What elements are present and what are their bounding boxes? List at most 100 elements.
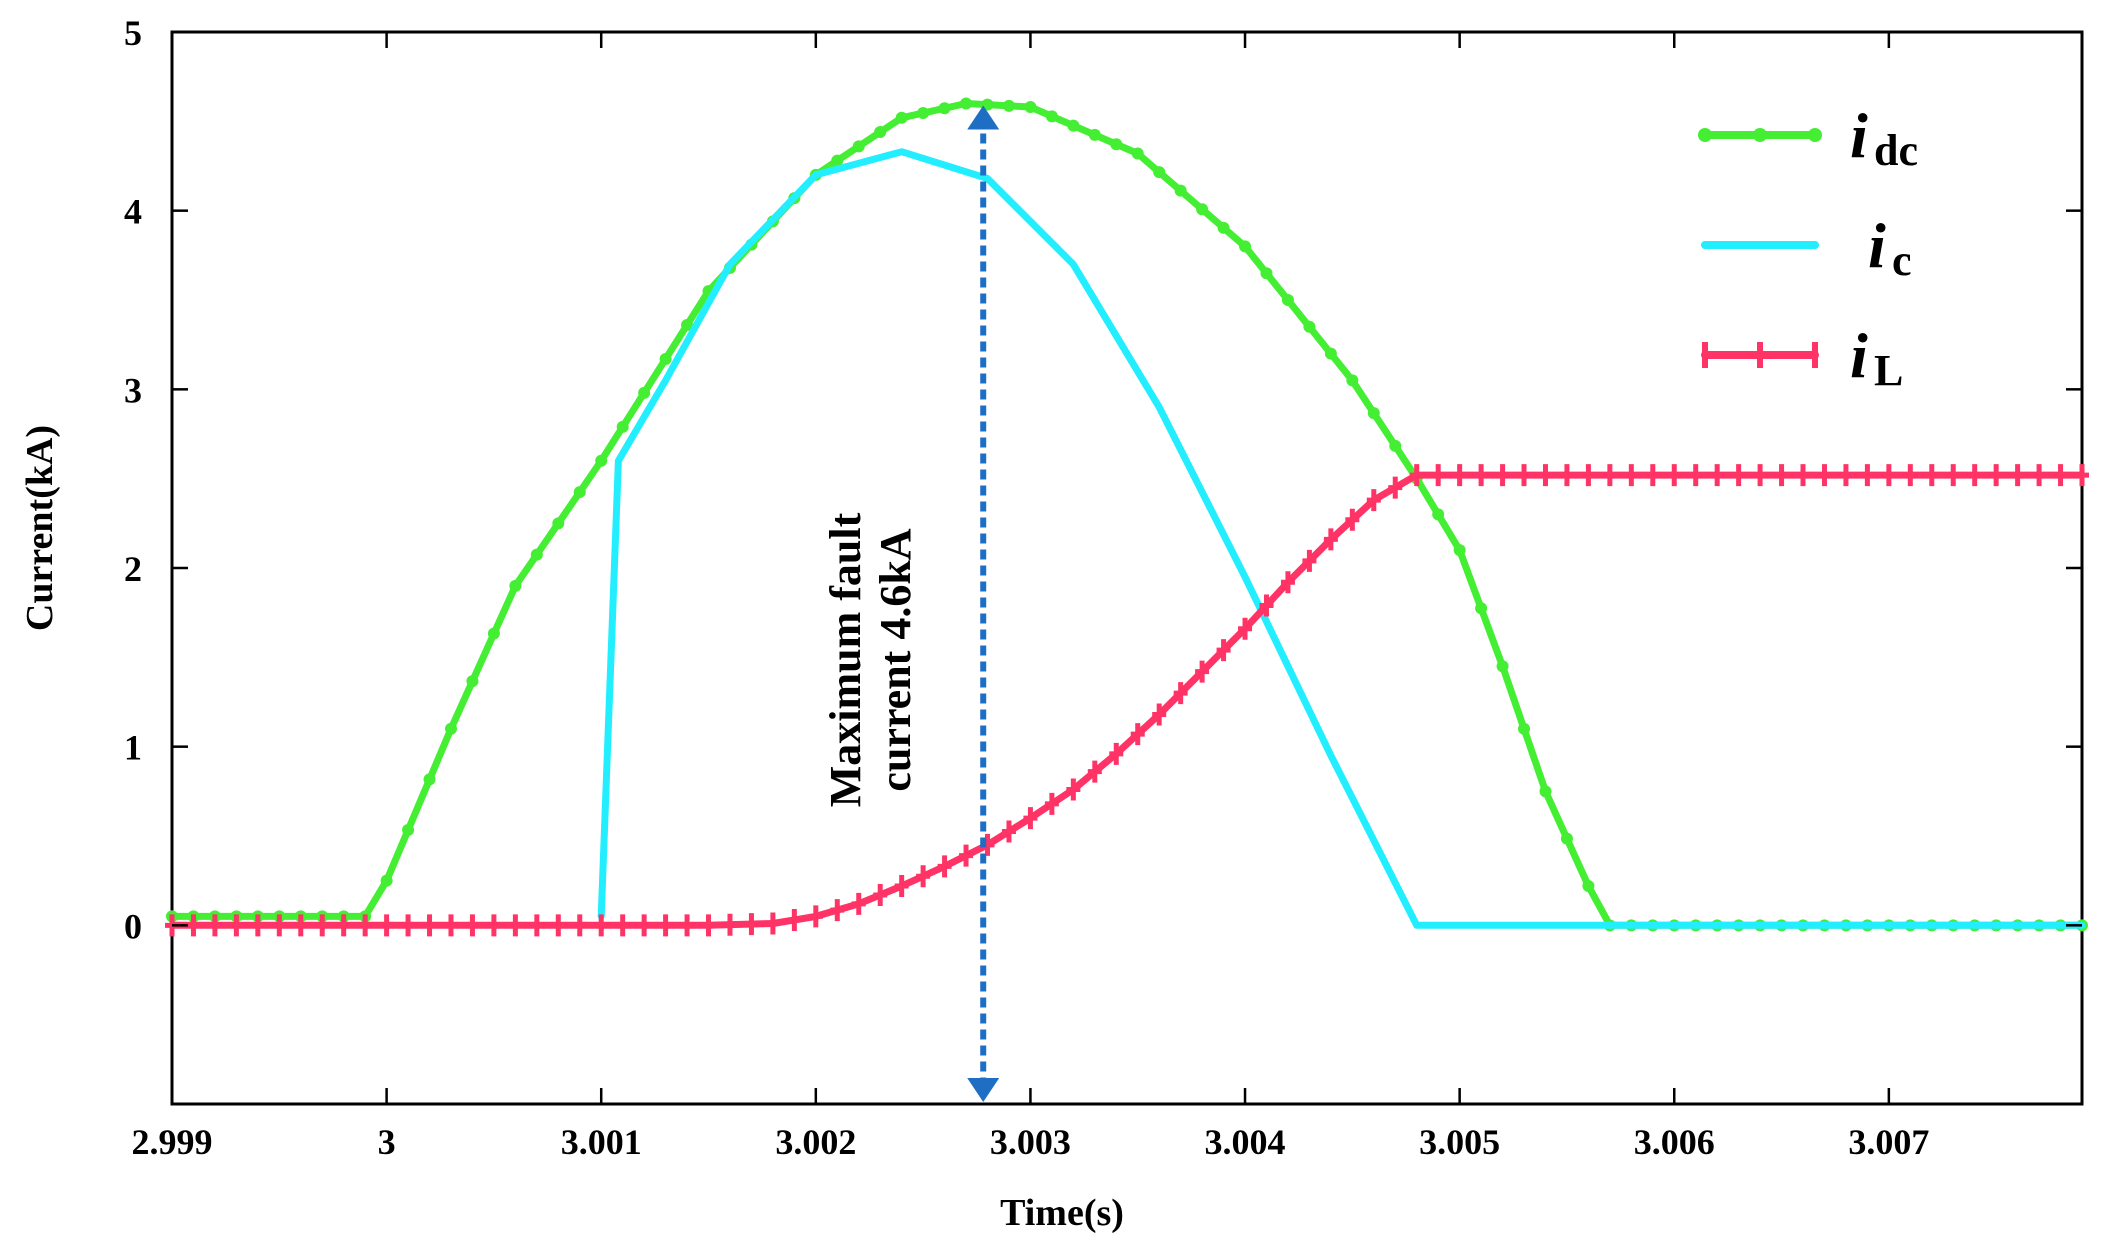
- legend-item-idc: i dc: [1698, 100, 1918, 175]
- y-tick-label: 1: [124, 728, 142, 768]
- series-point-idc: [1045, 110, 1058, 123]
- series-point-iL: [787, 908, 802, 931]
- series-point-iL: [1688, 464, 1703, 487]
- x-tick-label: 2.999: [132, 1122, 213, 1162]
- series-point-idc: [681, 319, 694, 332]
- series-point-idc: [659, 352, 672, 365]
- series-point-iL: [722, 913, 737, 936]
- x-tick-label: 3.002: [775, 1122, 856, 1162]
- series-point-iL: [1731, 464, 1746, 487]
- series-point-idc: [1174, 184, 1187, 197]
- series-point-iL: [1753, 464, 1768, 487]
- legend-label-sub: L: [1874, 346, 1903, 395]
- series-point-iL: [1796, 464, 1811, 487]
- series-point-idc: [1496, 660, 1509, 673]
- series-point-idc: [530, 548, 543, 561]
- max-fault-text-line: Maximum fault: [821, 512, 870, 807]
- series-point-idc: [552, 517, 565, 530]
- series-point-iL: [1216, 639, 1231, 662]
- series-point-iL: [1388, 476, 1403, 499]
- series-point-idc: [1131, 147, 1144, 160]
- x-tick-label: 3.007: [1848, 1122, 1929, 1162]
- series-point-iL: [680, 914, 695, 937]
- x-tick-label: 3.005: [1419, 1122, 1500, 1162]
- y-tick-label: 4: [124, 192, 142, 232]
- series-point-iL: [1538, 464, 1553, 487]
- series-point-idc: [423, 773, 436, 786]
- series-ic: [597, 148, 2086, 929]
- series-point-iL: [1259, 594, 1274, 617]
- series-point-iL: [637, 914, 652, 937]
- series-point-iL: [830, 899, 845, 922]
- plot-area: [170, 30, 2084, 1106]
- series-point-iL: [1431, 464, 1446, 487]
- series-point-iL: [808, 905, 823, 928]
- series-point-iL: [1860, 464, 1875, 487]
- series-point-iL: [1989, 464, 2004, 487]
- series-point-iL: [658, 914, 673, 937]
- series-point-iL: [1903, 464, 1918, 487]
- series-point-idc: [487, 627, 500, 640]
- series-point-iL: [508, 914, 523, 937]
- series-point-iL: [465, 914, 480, 937]
- series-point-iL: [615, 914, 630, 937]
- series-point-iL: [551, 914, 566, 937]
- series-point-idc: [466, 675, 479, 688]
- series-point-iL: [1345, 508, 1360, 531]
- x-tick-label: 3.003: [990, 1122, 1071, 1162]
- series-point-iL: [2032, 464, 2047, 487]
- series-point-idc: [831, 154, 844, 167]
- legend-label-sub: dc: [1874, 126, 1918, 175]
- series-point-idc: [1303, 320, 1316, 333]
- max-fault-arrow-head-top: [967, 105, 1000, 130]
- series-point-idc: [1239, 240, 1252, 253]
- series-point-iL: [1173, 682, 1188, 705]
- x-tick-label: 3.004: [1205, 1122, 1286, 1162]
- legend-marker: [1698, 128, 1712, 142]
- series-point-idc: [917, 106, 930, 119]
- series-point-iL: [851, 892, 866, 915]
- series-point-iL: [1495, 464, 1510, 487]
- series-point-idc: [380, 874, 393, 887]
- y-tick-label: 0: [124, 906, 142, 946]
- series-point-idc: [573, 486, 586, 499]
- series-point-iL: [1710, 464, 1725, 487]
- series-point-iL: [336, 914, 351, 937]
- series-point-idc: [509, 579, 522, 592]
- series-point-idc: [1217, 221, 1230, 234]
- x-axis-title: Time(s): [1000, 1192, 1124, 1234]
- y-axis-title: Current(kA): [19, 425, 61, 631]
- series-point-iL: [2075, 464, 2089, 487]
- series-point-iL: [937, 855, 952, 878]
- series-point-iL: [1774, 464, 1789, 487]
- series-point-idc: [874, 126, 887, 139]
- series-point-iL: [1152, 703, 1167, 726]
- series-point-idc: [1260, 267, 1273, 280]
- series-point-iL: [250, 914, 265, 937]
- series-point-iL: [701, 914, 716, 937]
- x-tick-label: 3.001: [561, 1122, 642, 1162]
- series-point-iL: [272, 914, 287, 937]
- series-point-iL: [1946, 464, 1961, 487]
- series-point-iL: [1924, 464, 1939, 487]
- series-point-iL: [315, 914, 330, 937]
- y-tick-label: 5: [124, 13, 142, 53]
- series-point-iL: [1023, 807, 1038, 830]
- legend-label-main: i: [1868, 210, 1886, 281]
- series-point-iL: [1881, 464, 1896, 487]
- series-point-iL: [1302, 549, 1317, 572]
- series-point-idc: [1002, 99, 1015, 112]
- series-point-idc: [616, 420, 629, 433]
- series-point-iL: [765, 912, 780, 935]
- series-point-idc: [1067, 119, 1080, 132]
- series-point-iL: [1817, 464, 1832, 487]
- series-point-idc: [1582, 880, 1595, 893]
- series-point-idc: [895, 111, 908, 124]
- series-point-idc: [595, 454, 608, 467]
- max-fault-text: Maximum fault current 4.6kA: [821, 512, 920, 807]
- series-point-iL: [916, 865, 931, 888]
- series-line-ic: [597, 148, 2086, 929]
- series-point-iL: [1001, 820, 1016, 843]
